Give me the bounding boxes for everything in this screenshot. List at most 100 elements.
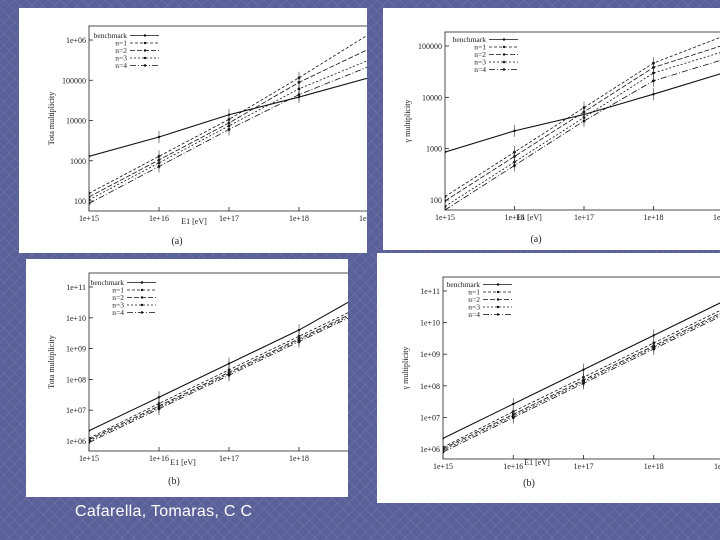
- data-point: [443, 450, 445, 454]
- y-tick-label: 1e+08: [420, 382, 440, 391]
- y-tick-label: 1e+10: [420, 319, 440, 328]
- data-point: [445, 195, 447, 199]
- x-tick-label: 1e+16: [149, 454, 169, 463]
- data-point: [443, 437, 445, 440]
- data-point: [652, 334, 655, 337]
- x-tick-label: 1e+18: [289, 214, 309, 223]
- legend-label: benchmark: [447, 280, 481, 289]
- data-point: [227, 128, 231, 131]
- legend-label: n=1: [115, 39, 127, 48]
- legend-marker: [143, 41, 147, 45]
- y-tick-label: 10000: [66, 117, 86, 126]
- data-point: [157, 135, 161, 139]
- slide-caption: Cafarella, Tomaras, C C: [75, 503, 253, 520]
- legend-label: n=2: [468, 295, 480, 304]
- data-point: [445, 199, 447, 203]
- legend-marker: [502, 60, 506, 64]
- x-axis-label: E1 [eV]: [516, 213, 542, 222]
- x-tick-label: 1e+18: [644, 462, 664, 471]
- chart-panel-bottom-left: 1e+151e+161e+171e+181e+191e+111e+101e+09…: [26, 259, 348, 497]
- y-axis-label: γ multiplicity: [401, 347, 410, 391]
- legend-marker: [502, 68, 506, 71]
- data-point: [582, 368, 585, 371]
- data-point: [297, 93, 301, 96]
- x-tick-label: 1e+17: [573, 462, 593, 471]
- legend-label: n=3: [112, 301, 124, 310]
- data-point: [89, 202, 91, 205]
- x-tick-label: 1e+16: [149, 214, 169, 223]
- x-axis-label: E1 [eV]: [181, 217, 207, 226]
- y-tick-label: 1e+10: [66, 314, 86, 323]
- legend-label: n=4: [115, 61, 127, 70]
- y-tick-label: 100000: [418, 42, 442, 51]
- series-line-benchmark: [443, 302, 720, 439]
- data-point: [513, 164, 516, 167]
- legend-marker: [140, 281, 144, 284]
- series-line-n2: [89, 314, 348, 440]
- x-tick-label: 1e+18: [289, 454, 309, 463]
- legend-marker: [496, 313, 500, 316]
- legend-marker: [496, 298, 500, 301]
- y-tick-label: 1e+06: [420, 445, 440, 454]
- chart-svg: 1e+15 1e+16 1e+17 1e+18 1e+19 1e+06 100000 1000…: [47, 25, 367, 247]
- x-tick-label: 1e+19: [713, 213, 720, 222]
- y-tick-label: 1e+11: [420, 287, 440, 296]
- panel-sublabel: (b): [168, 476, 180, 487]
- legend-label: n=1: [474, 43, 486, 52]
- legend-label: n=4: [468, 310, 480, 319]
- series-line-n2: [443, 312, 720, 450]
- data-point: [297, 328, 301, 332]
- y-tick-label: 1e+11: [66, 283, 86, 292]
- y-tick-label: 100: [74, 197, 86, 206]
- y-tick-label: 100: [430, 196, 442, 205]
- x-tick-label: 1e+15: [433, 462, 453, 471]
- data-point: [652, 93, 655, 96]
- data-point: [89, 155, 91, 158]
- data-point: [652, 79, 655, 83]
- chart-svg: 1e+15 1e+16 1e+17 1e+18 1e+19 100000 10000 1000…: [403, 31, 720, 245]
- y-tick-label: 1e+06: [66, 36, 86, 45]
- series-line-n3: [89, 60, 367, 201]
- series-line-n4: [89, 317, 348, 443]
- series-line-benchmark: [89, 301, 348, 432]
- data-point: [513, 129, 516, 133]
- y-tick-label: 1e+06: [66, 437, 86, 446]
- chart-panel-top-left: 1e+15 1e+16 1e+17 1e+18 1e+19 1e+06 100000 1000…: [19, 8, 367, 253]
- legend-label: n=2: [474, 50, 486, 59]
- data-point: [445, 205, 447, 208]
- panel-sublabel: (b): [523, 478, 535, 489]
- y-axis-label: γ multiplicity: [403, 100, 412, 144]
- plot-frame: [88, 272, 348, 452]
- legend-marker: [496, 305, 500, 309]
- legend-label: n=4: [474, 65, 486, 74]
- y-tick-label: 1e+08: [66, 375, 86, 384]
- y-axis-label: Tota multiplicity: [47, 92, 56, 145]
- x-tick-label: 1e+17: [219, 454, 239, 463]
- series-line-n2: [445, 45, 720, 202]
- y-axis-label: Tota multiplicity: [47, 335, 56, 388]
- y-tick-label: 1e+07: [66, 406, 86, 415]
- x-tick-label: 1e+16: [504, 213, 524, 222]
- legend-marker: [140, 288, 144, 292]
- series-line-n1: [443, 310, 720, 448]
- y-tick-label: 1000: [426, 145, 442, 154]
- data-point: [89, 191, 91, 195]
- legend-label: n=2: [112, 293, 124, 302]
- x-tick-label: 1e+16: [503, 462, 523, 471]
- series-line-n4: [443, 316, 720, 453]
- chart-svg: 1e+15 1e+16 1e+17 1e+18 1e+19 1e+11 1e+10 1e+09…: [401, 276, 720, 489]
- panel-sublabel: (a): [530, 234, 541, 245]
- series-line-n4: [89, 66, 367, 204]
- legend-marker: [143, 49, 147, 52]
- data-point: [157, 396, 161, 399]
- data-point: [157, 165, 161, 168]
- legend-label: n=4: [112, 308, 124, 317]
- legend-marker: [496, 290, 500, 294]
- series-group: [89, 34, 367, 210]
- data-point: [227, 373, 231, 377]
- x-tick-label: 1e+17: [219, 214, 239, 223]
- data-point: [582, 119, 586, 123]
- x-axis-label: E1 [eV]: [170, 458, 196, 467]
- data-point: [89, 441, 91, 444]
- x-tick-label: 1e+18: [643, 213, 663, 222]
